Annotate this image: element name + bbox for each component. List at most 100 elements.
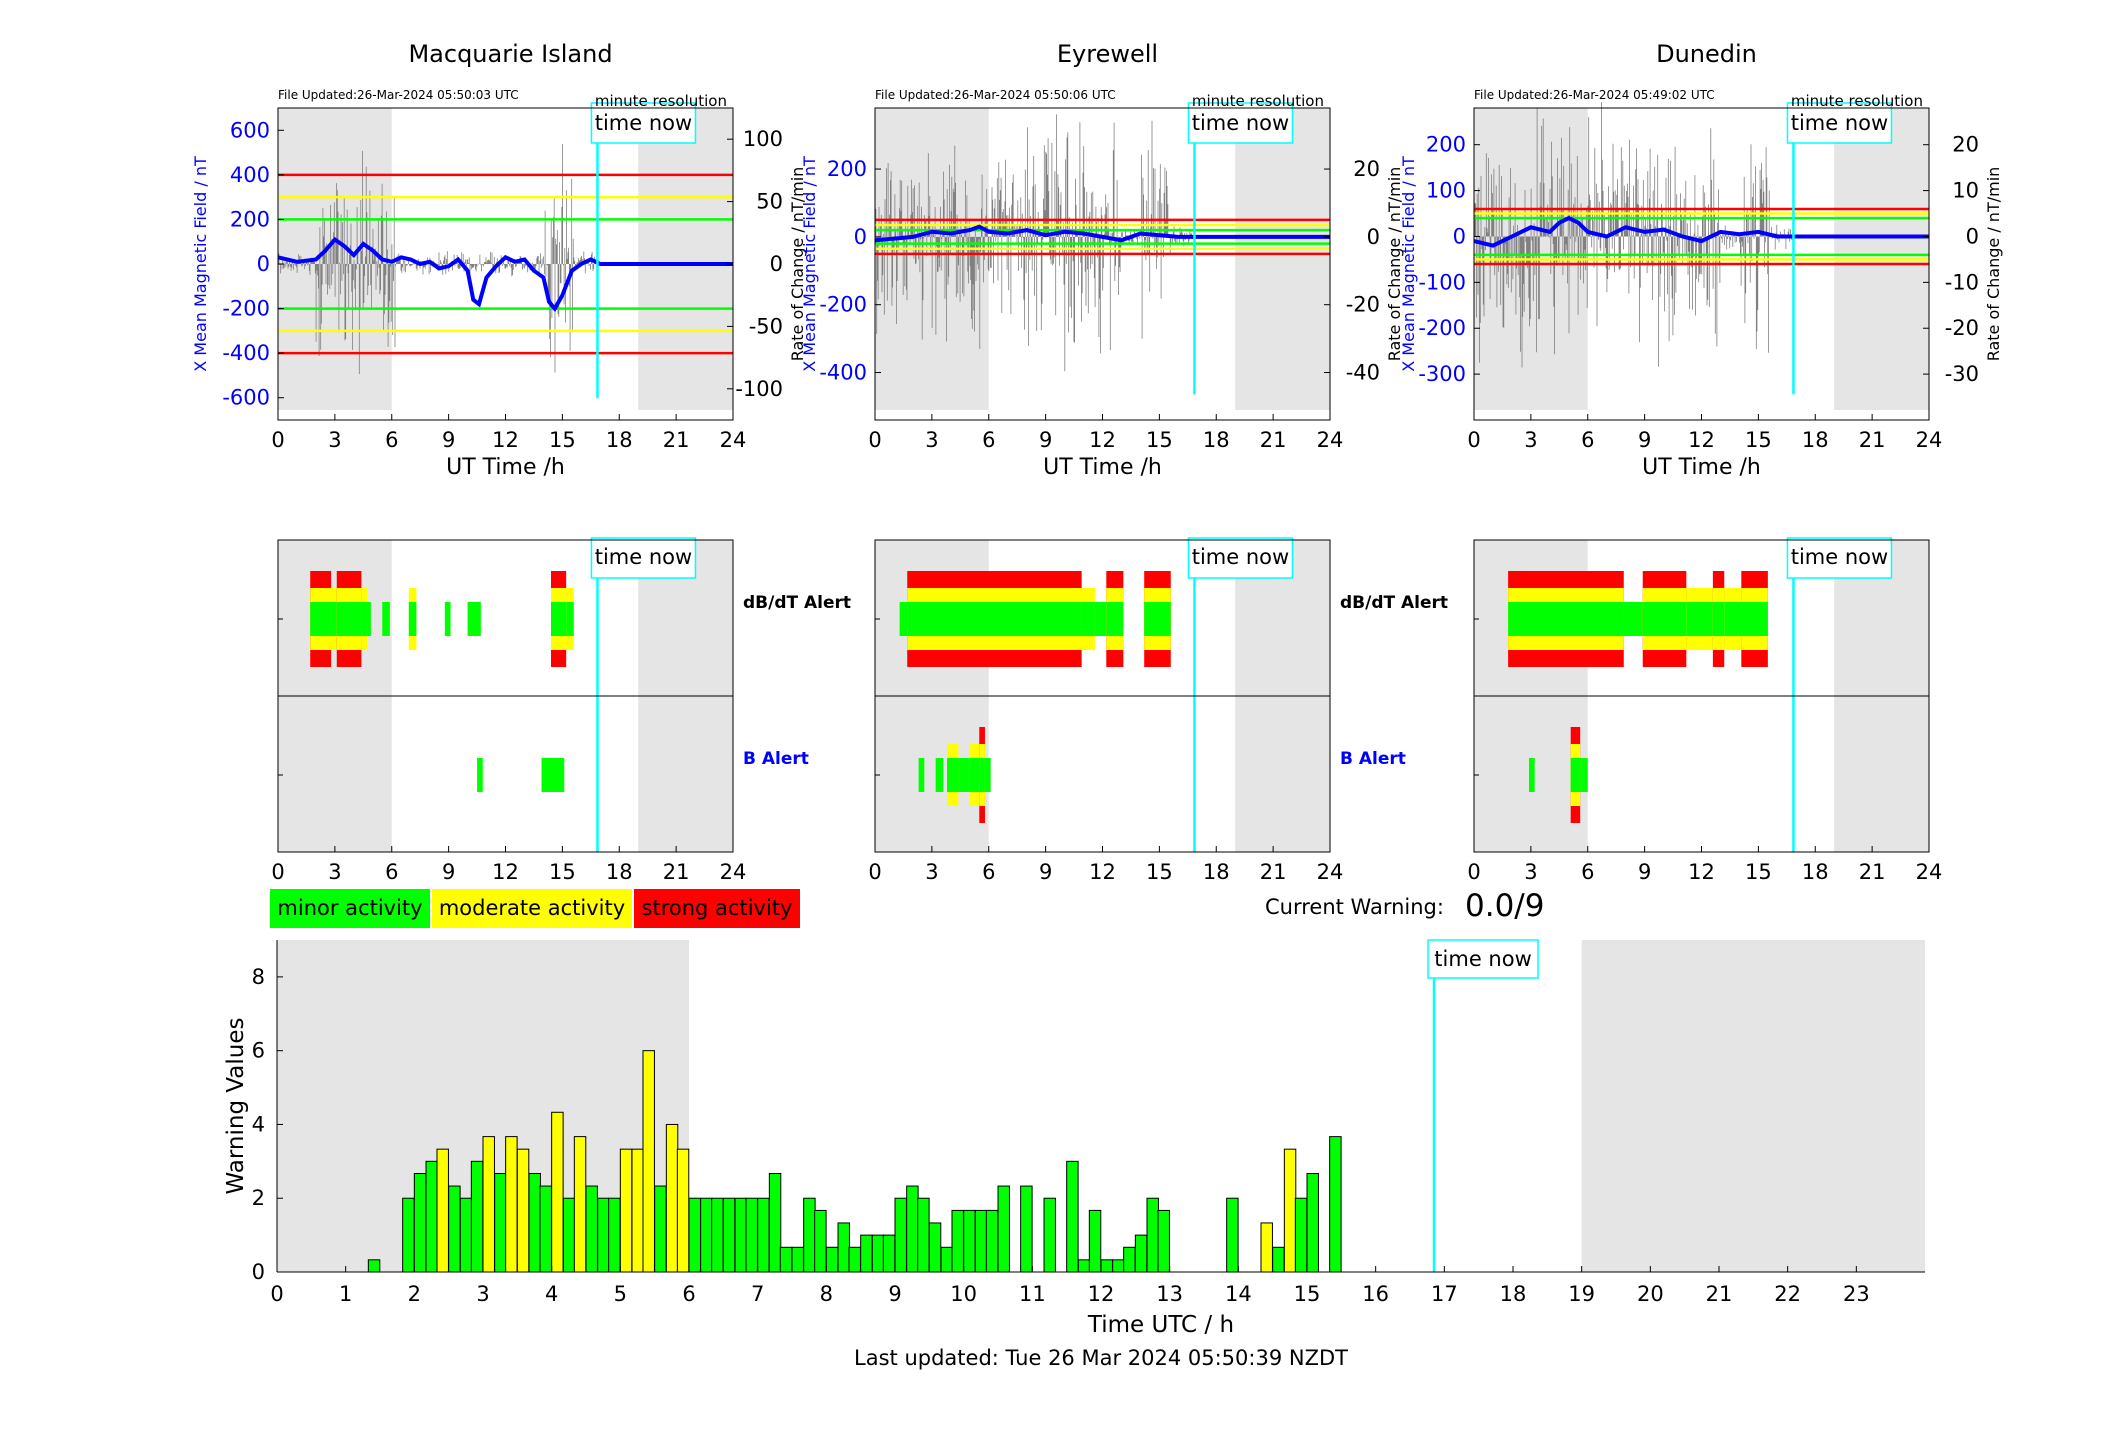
warning-bar — [539, 1185, 552, 1273]
dbdt-alert-minor-band — [1712, 602, 1725, 636]
warning-bar — [906, 1185, 919, 1273]
x-tick-label: 17 — [1431, 1282, 1458, 1306]
warning-bar — [734, 1197, 747, 1273]
dbdt-alert-minor-band — [1724, 602, 1742, 636]
dbdt-alert-minor-band — [367, 602, 371, 636]
time-now-box — [1187, 102, 1294, 144]
x-tick-label: 6 — [1581, 860, 1594, 884]
warning-bar — [585, 1185, 598, 1273]
y-tick-label: 200 — [1426, 133, 1466, 157]
y2-tick-label: -20 — [1945, 316, 1979, 340]
warning-bar — [1272, 1246, 1285, 1273]
dbdt-alert-minor-band — [1686, 602, 1713, 636]
warning-bar — [665, 1123, 679, 1273]
y-tick-label: 0 — [252, 1260, 265, 1284]
warning-bar — [951, 1209, 964, 1273]
x-axis-label: UT Time /h — [1043, 455, 1162, 480]
x-tick-label: 12 — [1688, 428, 1715, 452]
mean-field-series — [277, 236, 733, 313]
x-tick-label: 12 — [492, 428, 519, 452]
x-tick-label: 6 — [385, 428, 398, 452]
y-axis-label: X Mean Magnetic Field / nT — [800, 156, 819, 372]
warning-bar — [505, 1136, 518, 1273]
x-tick-label: 14 — [1225, 1282, 1252, 1306]
x-tick-label: 15 — [1146, 860, 1173, 884]
resolution-text: minute resolution — [1791, 92, 1923, 110]
y-tick-label: 6 — [252, 1039, 265, 1063]
legend-moderate-swatch — [432, 889, 632, 928]
warning-bar — [894, 1197, 907, 1273]
dbdt-alert-minor-band — [1144, 602, 1171, 636]
y-tick-label: 2 — [252, 1186, 265, 1210]
x-tick-label: 21 — [1260, 860, 1287, 884]
dbdt-alert-minor-band — [1094, 602, 1107, 636]
warning-bar — [757, 1197, 770, 1273]
x-tick-label: 21 — [663, 860, 690, 884]
warning-bar — [448, 1185, 461, 1273]
x-tick-label: 3 — [1524, 428, 1537, 452]
time-now-box — [1427, 939, 1539, 979]
y2-tick-label: -40 — [1346, 361, 1380, 385]
y2-tick-label: 100 — [743, 127, 783, 151]
x-tick-label: 20 — [1637, 1282, 1664, 1306]
y2-tick-label: 50 — [756, 190, 783, 214]
x-tick-label: 10 — [950, 1282, 977, 1306]
warning-bar — [1283, 1148, 1297, 1273]
rate-of-change-trace — [1474, 102, 1794, 368]
y-tick-label: 4 — [252, 1112, 265, 1136]
y2-axis-label: Rate of Change / nT/min — [1385, 167, 1404, 362]
warning-bar — [402, 1197, 415, 1273]
y2-tick-label: 0 — [1367, 225, 1380, 249]
b-alert-minor-band — [1528, 758, 1535, 792]
panel-title: Dunedin — [1656, 40, 1757, 68]
warning-bar — [1077, 1259, 1091, 1273]
night-shade — [1235, 108, 1330, 410]
b-alert-minor-band — [979, 758, 985, 792]
warning-bar — [814, 1209, 827, 1273]
x-tick-label: 24 — [720, 860, 747, 884]
y-tick-label: 200 — [827, 157, 867, 181]
x-tick-label: 3 — [476, 1282, 489, 1306]
warning-bar — [700, 1197, 713, 1273]
y-tick-label: -200 — [1418, 316, 1466, 340]
legend-minor-swatch — [270, 889, 430, 928]
x-tick-label: 3 — [925, 428, 938, 452]
warning-bar — [848, 1246, 861, 1273]
y2-tick-label: -30 — [1945, 362, 1979, 386]
warning-bar — [871, 1234, 885, 1273]
b-alert-label: B Alert — [743, 749, 809, 769]
dbdt-alert-minor-band — [1508, 602, 1624, 636]
warning-bar — [997, 1185, 1010, 1273]
x-tick-label: 12 — [1088, 1282, 1115, 1306]
alert-panel-3: time now 0 3 6 9 12 15 18 21 24 — [1467, 537, 1942, 884]
file-updated-text: File Updated:26-Mar-2024 05:50:03 UTC — [278, 88, 519, 102]
x-axis-label: UT Time /h — [446, 455, 565, 480]
resolution-text: minute resolution — [595, 92, 727, 110]
x-tick-label: 18 — [606, 428, 633, 452]
x-tick-label: 24 — [1916, 428, 1943, 452]
x-axis-label: UT Time /h — [1642, 455, 1761, 480]
y-tick-label: 200 — [230, 207, 270, 231]
x-tick-label: 15 — [549, 860, 576, 884]
warning-bar — [803, 1197, 816, 1273]
warning-bar — [573, 1136, 587, 1273]
legend-moderate-label: moderate activity — [439, 896, 625, 920]
x-tick-label: 21 — [663, 428, 690, 452]
mean-field-series — [874, 224, 1330, 243]
x-tick-label: 21 — [1706, 1282, 1733, 1306]
alert-panel-1: time now 0 3 6 9 12 15 18 21 24 dB/dT Alert B Alert — [271, 537, 851, 884]
time-now-label: time now — [1791, 111, 1888, 135]
warning-bar — [367, 1259, 381, 1273]
x-tick-label: 9 — [1638, 860, 1651, 884]
y2-axis-label: Rate of Change / nT/min — [788, 167, 807, 362]
warning-bar — [917, 1197, 930, 1273]
dbdt-alert-label: dB/dT Alert — [1340, 593, 1448, 613]
warning-bar — [825, 1246, 839, 1273]
x-tick-label: 15 — [1745, 860, 1772, 884]
warning-bar — [516, 1148, 530, 1273]
warning-bar — [1088, 1209, 1102, 1273]
dbdt-alert-minor-band — [444, 602, 451, 636]
warning-bar — [779, 1246, 793, 1273]
b-alert-minor-band — [1580, 758, 1588, 792]
